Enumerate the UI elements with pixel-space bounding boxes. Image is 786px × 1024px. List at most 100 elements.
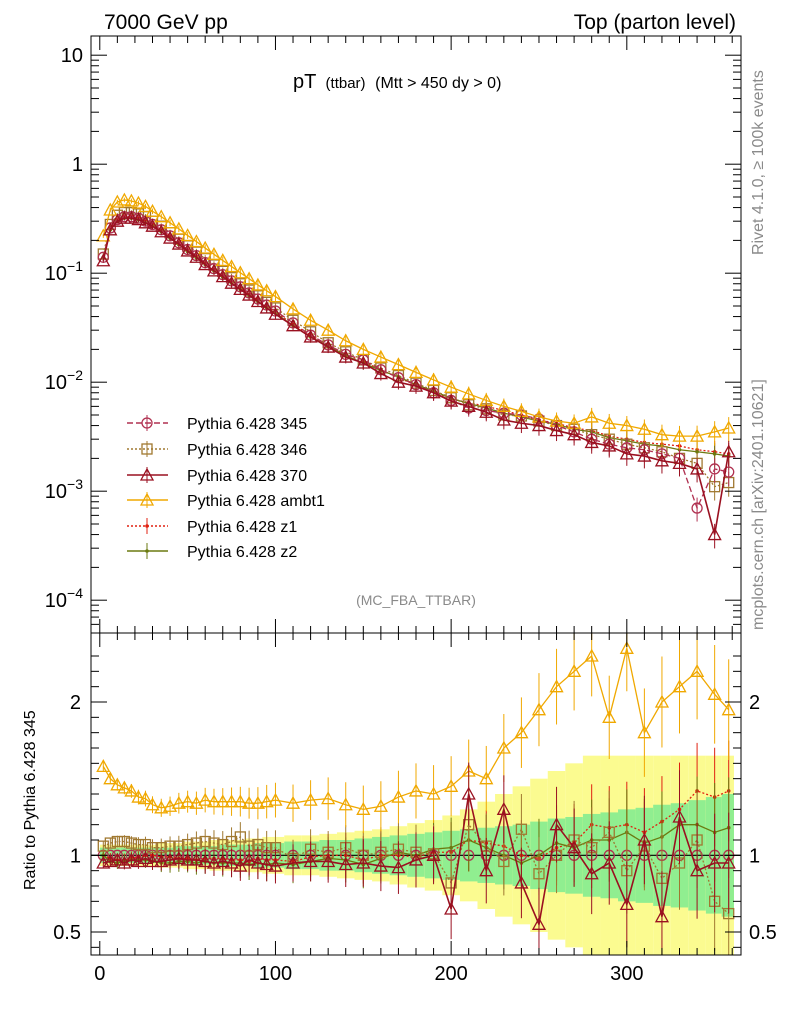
data-point — [124, 210, 139, 224]
data-point — [285, 795, 301, 809]
data-point — [444, 393, 459, 407]
data-point — [426, 385, 441, 399]
plot-title: pT (ttbar) (Mtt > 450 dy > 0) — [293, 71, 501, 93]
data-point — [104, 837, 116, 849]
data-point — [250, 855, 265, 869]
data-point — [567, 427, 582, 441]
legend-marker — [139, 467, 155, 483]
data-point — [584, 866, 599, 880]
data-point — [408, 378, 424, 392]
data-point — [533, 868, 545, 880]
data-point — [707, 855, 722, 869]
main-panel: 10 1 10−1 10−2 10−3 10−4 pT (ttbar) (Mtt > 45… — [45, 35, 742, 634]
data-point — [549, 817, 564, 831]
data-point — [707, 686, 722, 700]
data-point — [198, 854, 213, 868]
data-point — [198, 792, 213, 806]
data-point — [721, 702, 736, 716]
data-point — [138, 215, 153, 229]
data-point — [199, 835, 211, 848]
data-point — [721, 444, 736, 458]
data-point — [479, 404, 494, 418]
data-point — [124, 852, 139, 866]
data-point — [567, 663, 582, 677]
data-point — [654, 453, 670, 467]
x-tick-label: 100 — [259, 963, 292, 985]
ratio-ticks: 0.5 0.5 1 1 2 2 0 100 200 300 — [53, 633, 777, 985]
data-point — [514, 725, 529, 739]
legend-entry-p346: Pythia 6.428 346 — [127, 441, 307, 459]
data-point — [391, 789, 406, 803]
data-point — [268, 289, 283, 303]
data-point — [215, 253, 230, 267]
data-point — [215, 854, 230, 868]
data-point — [145, 854, 160, 868]
rivet-label: Rivet 4.1.0, ≥ 100k events — [750, 70, 767, 255]
data-point — [444, 778, 459, 792]
data-point — [285, 301, 301, 315]
data-point — [672, 428, 687, 442]
data-point — [180, 228, 195, 242]
data-point — [215, 794, 230, 808]
data-point — [259, 794, 274, 808]
legend-marker-shape — [145, 549, 149, 553]
data-point — [496, 399, 511, 413]
data-point — [444, 901, 459, 915]
data-point — [180, 852, 195, 866]
data-point — [637, 725, 652, 739]
data-point — [672, 809, 687, 823]
data-point — [531, 702, 547, 716]
data-point — [124, 783, 139, 797]
data-point — [461, 399, 476, 413]
data-point — [96, 759, 111, 773]
data-point — [125, 837, 138, 849]
data-point — [712, 452, 717, 456]
data-point — [145, 797, 160, 811]
data-point — [206, 794, 222, 808]
y-tick-label: 10−2 — [45, 367, 83, 394]
main-y-ticks: 10 1 10−1 10−2 10−3 10−4 — [45, 36, 741, 634]
data-point — [602, 415, 617, 429]
data-point — [206, 855, 222, 869]
ratio-y-tick-label-right: 1 — [749, 845, 760, 867]
data-point — [584, 648, 599, 662]
data-point — [514, 415, 529, 429]
data-point — [250, 294, 265, 308]
ratio-y-tick-label: 1 — [70, 845, 81, 867]
data-point — [138, 199, 153, 213]
legend-entry-ambt1: Pythia 6.428 ambt1 — [127, 492, 325, 510]
data-point — [689, 863, 705, 877]
data-point — [250, 795, 265, 809]
data-point — [496, 740, 511, 754]
data-point — [145, 218, 160, 232]
data-point — [689, 663, 705, 677]
plot-title-cut: (Mtt > 450 dy > 0) — [375, 75, 501, 92]
data-point — [531, 916, 547, 930]
data-point — [208, 837, 220, 849]
data-point — [373, 858, 388, 872]
data-point — [180, 243, 195, 257]
data-point — [689, 428, 705, 442]
data-point — [189, 795, 204, 809]
data-point — [338, 349, 353, 363]
data-point — [118, 835, 131, 848]
data-point — [637, 448, 652, 462]
data-point — [154, 209, 169, 223]
data-point — [531, 418, 547, 432]
data-point — [373, 798, 388, 812]
data-point — [496, 801, 511, 815]
data-point — [498, 855, 510, 868]
data-point — [97, 840, 109, 852]
legend-entry-p345: Pythia 6.428 345 — [127, 415, 307, 433]
data-point — [138, 851, 153, 865]
data-point — [224, 259, 239, 273]
data-point — [619, 446, 634, 460]
data-point — [461, 386, 476, 400]
data-point — [303, 792, 318, 806]
data-point — [584, 409, 599, 423]
data-point — [198, 240, 213, 254]
data-point — [224, 855, 239, 869]
legend-entry-p370: Pythia 6.428 370 — [127, 467, 307, 485]
data-point — [708, 463, 721, 475]
